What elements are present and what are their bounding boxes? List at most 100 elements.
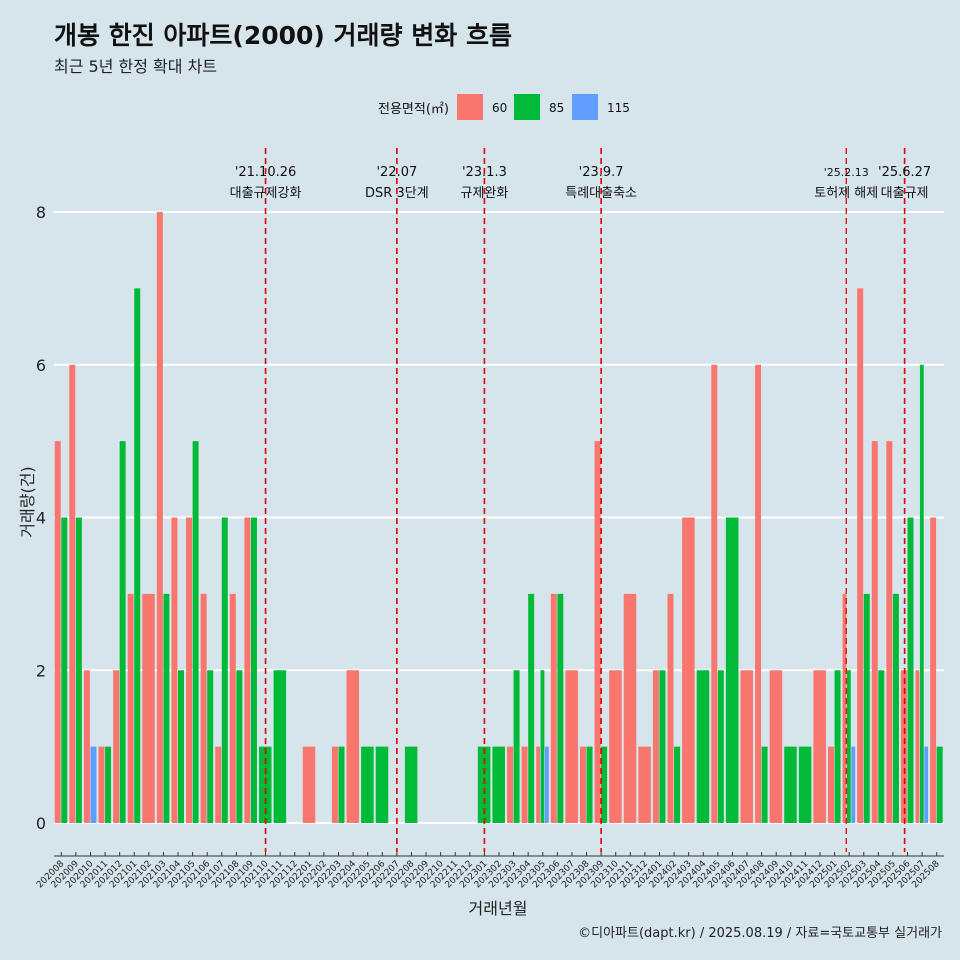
bar-60-202308 — [579, 746, 586, 824]
event-date: '23.9.7 — [579, 165, 624, 180]
bar-60-202506 — [900, 670, 907, 823]
bar-85-202410 — [784, 746, 797, 824]
bar-85-202309 — [601, 746, 608, 824]
bar-85-202203 — [338, 746, 345, 824]
bar-85-202103 — [163, 593, 170, 824]
bar-85-202106 — [207, 670, 214, 823]
y-tick-label: 0 — [36, 814, 46, 833]
y-axis-label: 거래량(건) — [18, 466, 37, 537]
bar-85-202304 — [528, 593, 535, 824]
bar-60-202102 — [142, 593, 155, 824]
bar-85-202108 — [236, 670, 243, 823]
bar-60-202107 — [215, 746, 222, 824]
x-axis-label: 거래년월 — [469, 899, 528, 918]
bar-85-202411 — [798, 746, 812, 824]
bar-60-202103 — [156, 212, 163, 823]
legend-label-115: 115 — [607, 101, 630, 115]
bar-85-202501 — [834, 670, 841, 823]
bar-85-202109 — [250, 517, 257, 823]
bar-85-202506 — [907, 517, 914, 823]
event-date: '23.1.3 — [462, 165, 507, 180]
bar-115-202507 — [924, 746, 929, 824]
bar-85-202205 — [361, 746, 374, 824]
bar-85-202504 — [878, 670, 885, 823]
bar-60-202106 — [200, 593, 207, 824]
bar-115-202502 — [851, 746, 856, 824]
bar-85-202507 — [919, 364, 924, 823]
bar-85-202305 — [540, 670, 545, 823]
bar-85-202301 — [477, 746, 491, 824]
bar-60-202405 — [711, 364, 718, 823]
bar-85-202508 — [936, 746, 943, 824]
bar-60-202312 — [638, 746, 651, 824]
bar-60-202201 — [302, 746, 316, 824]
bar-85-202206 — [375, 746, 389, 824]
event-label: 토허제 해제 — [814, 186, 878, 201]
bar-60-202105 — [186, 517, 193, 823]
y-axis: 0 2 4 6 8 — [36, 203, 46, 833]
bar-85-202104 — [178, 670, 184, 823]
bar-60-202204 — [346, 670, 360, 823]
bar-85-202401 — [659, 670, 666, 823]
bar-85-202406 — [725, 517, 739, 823]
bar-60-202009 — [69, 364, 76, 823]
bar-60-202401 — [652, 670, 659, 823]
bar-60-202501 — [828, 746, 834, 824]
event-label: 규제완화 — [460, 186, 508, 201]
bar-85-202110 — [258, 746, 272, 824]
bar-85-202505 — [892, 593, 899, 824]
bar-60-202104 — [171, 517, 178, 823]
bar-60-202407 — [740, 670, 753, 823]
bar-60-202307 — [565, 670, 578, 823]
bar-60-202101 — [127, 593, 134, 824]
legend-swatch-60 — [457, 94, 483, 120]
legend-swatch-85 — [514, 94, 540, 120]
bar-85-202111 — [273, 670, 287, 823]
bar-85-202502 — [846, 670, 851, 823]
bar-60-202409 — [769, 670, 783, 823]
bar-60-202010 — [83, 670, 90, 823]
page-subtitle: 최근 5년 한정 확대 차트 — [54, 57, 218, 76]
bar-60-202108 — [229, 593, 236, 824]
bar-60-202408 — [755, 364, 762, 823]
event-label: DSR 3단계 — [365, 186, 429, 201]
y-tick-label: 8 — [36, 203, 46, 222]
bar-60-202012 — [113, 670, 120, 823]
bar-60-202306 — [550, 593, 557, 824]
bar-60-202503 — [857, 288, 864, 824]
event-label: 대출규제강화 — [230, 186, 302, 201]
bar-60-202412 — [813, 670, 826, 823]
bar-85-202012 — [119, 441, 126, 824]
bar-60-202508 — [930, 517, 937, 823]
bar-60-202011 — [98, 746, 105, 824]
bar-85-202308 — [586, 746, 593, 824]
bar-85-202503 — [863, 593, 870, 824]
bar-85-202105 — [192, 441, 199, 824]
bars — [54, 212, 943, 824]
bar-85-202008 — [61, 517, 68, 823]
bar-60-202008 — [54, 441, 61, 824]
bar-85-202402 — [674, 746, 681, 824]
bar-85-202306 — [557, 593, 564, 824]
bar-85-202405 — [717, 670, 724, 823]
event-date: '21.10.26 — [235, 165, 296, 180]
bar-85-202011 — [105, 746, 112, 824]
bar-60-202304 — [521, 746, 528, 824]
bar-60-202303 — [507, 746, 513, 824]
bar-60-202109 — [244, 517, 251, 823]
bar-60-202310 — [609, 670, 622, 823]
bar-60-202305 — [536, 746, 540, 824]
y-tick-label: 2 — [36, 661, 46, 680]
bar-85-202404 — [696, 670, 710, 823]
bar-85-202208 — [404, 746, 418, 824]
bar-85-202302 — [492, 746, 505, 824]
event-lines: '21.10.26 대출규제강화 '22.07 DSR 3단계 '23.1.3 규제완화 '… — [230, 148, 931, 852]
legend-swatch-115 — [572, 94, 598, 120]
legend: 전용면적(㎡) 60 85 115 — [378, 94, 630, 120]
legend-label-60: 60 — [492, 101, 507, 115]
event-date: '22.07 — [376, 165, 417, 180]
bar-60-202504 — [871, 441, 878, 824]
event-date: '25.6.27 — [878, 165, 931, 180]
bar-60-202403 — [682, 517, 695, 823]
